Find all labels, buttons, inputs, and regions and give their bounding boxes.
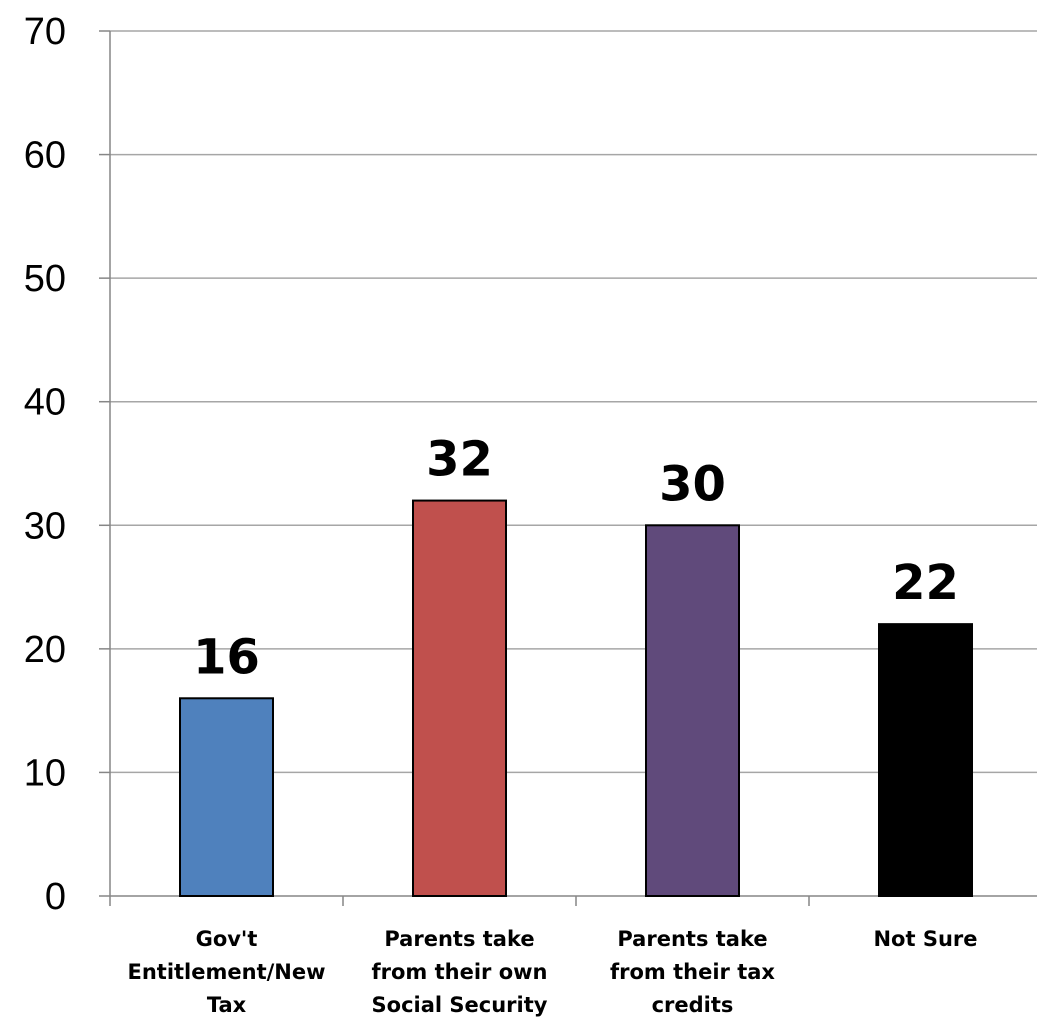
x-tick-label-line: Parents take xyxy=(384,927,534,951)
y-tick-label: 20 xyxy=(24,629,66,671)
data-label: 22 xyxy=(892,555,959,611)
y-tick-label: 60 xyxy=(24,135,66,177)
gridlines xyxy=(110,30,1037,774)
bar xyxy=(878,623,973,898)
x-tick-label: Parents take from their own Social Securit… xyxy=(372,927,548,1017)
x-tick-label-line: Entitlement/New xyxy=(127,960,325,984)
bar xyxy=(645,524,740,897)
y-tick-label: 10 xyxy=(24,752,66,794)
x-tick-label: Parents take from their tax credits xyxy=(610,927,775,1017)
x-tick-label-line: credits xyxy=(652,993,734,1017)
x-tick-label-line: Not Sure xyxy=(873,927,977,951)
y-tick-label: 30 xyxy=(24,505,66,547)
y-tick-label: 40 xyxy=(24,382,66,424)
y-tick-label: 70 xyxy=(24,11,66,53)
x-tick-label-line: Gov't xyxy=(196,927,258,951)
bars xyxy=(179,499,973,898)
x-tick-label: Gov't Entitlement/New Tax xyxy=(127,927,325,1017)
value-labels: 16 32 30 22 xyxy=(193,432,959,686)
x-tick-label-line: Tax xyxy=(207,993,247,1017)
x-tick-label: Not Sure xyxy=(873,927,977,951)
y-axis-ticks: 0 10 20 30 40 50 60 70 xyxy=(24,11,66,918)
x-tick-label-line: from their own xyxy=(372,960,548,984)
y-tick-label: 50 xyxy=(24,258,66,300)
x-tick-label-line: Social Security xyxy=(372,993,548,1017)
x-tick-label-line: from their tax xyxy=(610,960,775,984)
data-label: 30 xyxy=(659,456,726,512)
bar xyxy=(179,697,274,897)
category-labels: Gov't Entitlement/New Tax Parents take from … xyxy=(127,927,977,1017)
y-tick-label: 0 xyxy=(45,876,66,918)
data-label: 16 xyxy=(193,629,260,685)
x-tick-label-line: Parents take xyxy=(617,927,767,951)
bar xyxy=(412,499,507,897)
data-label: 32 xyxy=(426,432,493,488)
